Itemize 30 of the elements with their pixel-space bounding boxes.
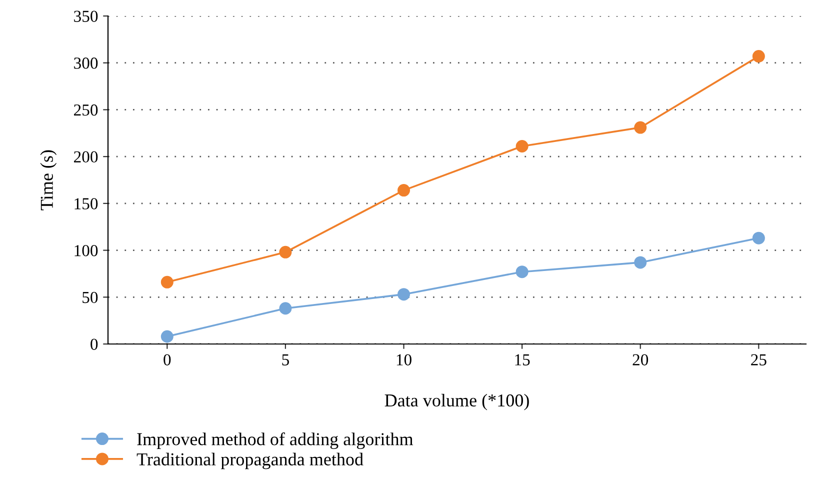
point [752,232,765,244]
point [516,266,528,278]
point [516,140,528,153]
x-tick-label: 10 [396,354,412,366]
y-tick-label: 150 [74,198,98,210]
point [398,288,410,301]
y-tick-label: 100 [74,244,98,256]
y-axis-title: Time (s) [40,150,57,210]
x-tick-label: 0 [164,354,171,366]
y-tick-label: 300 [74,58,98,69]
point [752,50,765,63]
point [634,256,647,269]
y-tick-label: 50 [82,292,98,304]
x-tick-label: 5 [282,354,289,366]
y-tick-label: 350 [74,10,98,22]
point [634,121,647,134]
y-tick-label: 200 [74,151,98,163]
point [279,302,292,315]
point [160,330,174,343]
y-tick-label: 0 [90,338,98,350]
x-tick-label: 25 [751,354,766,366]
legend-label: Traditional propaganda method [136,452,364,470]
point [160,276,174,288]
legend-label: Improved method of adding algorithm [137,432,414,450]
point [398,184,410,197]
point [279,246,292,258]
x-tick-label: 20 [632,354,648,366]
x-axis-title: Data volume (*100) [384,394,529,410]
y-tick-label: 250 [74,104,98,116]
x-tick-label: 15 [515,354,530,366]
